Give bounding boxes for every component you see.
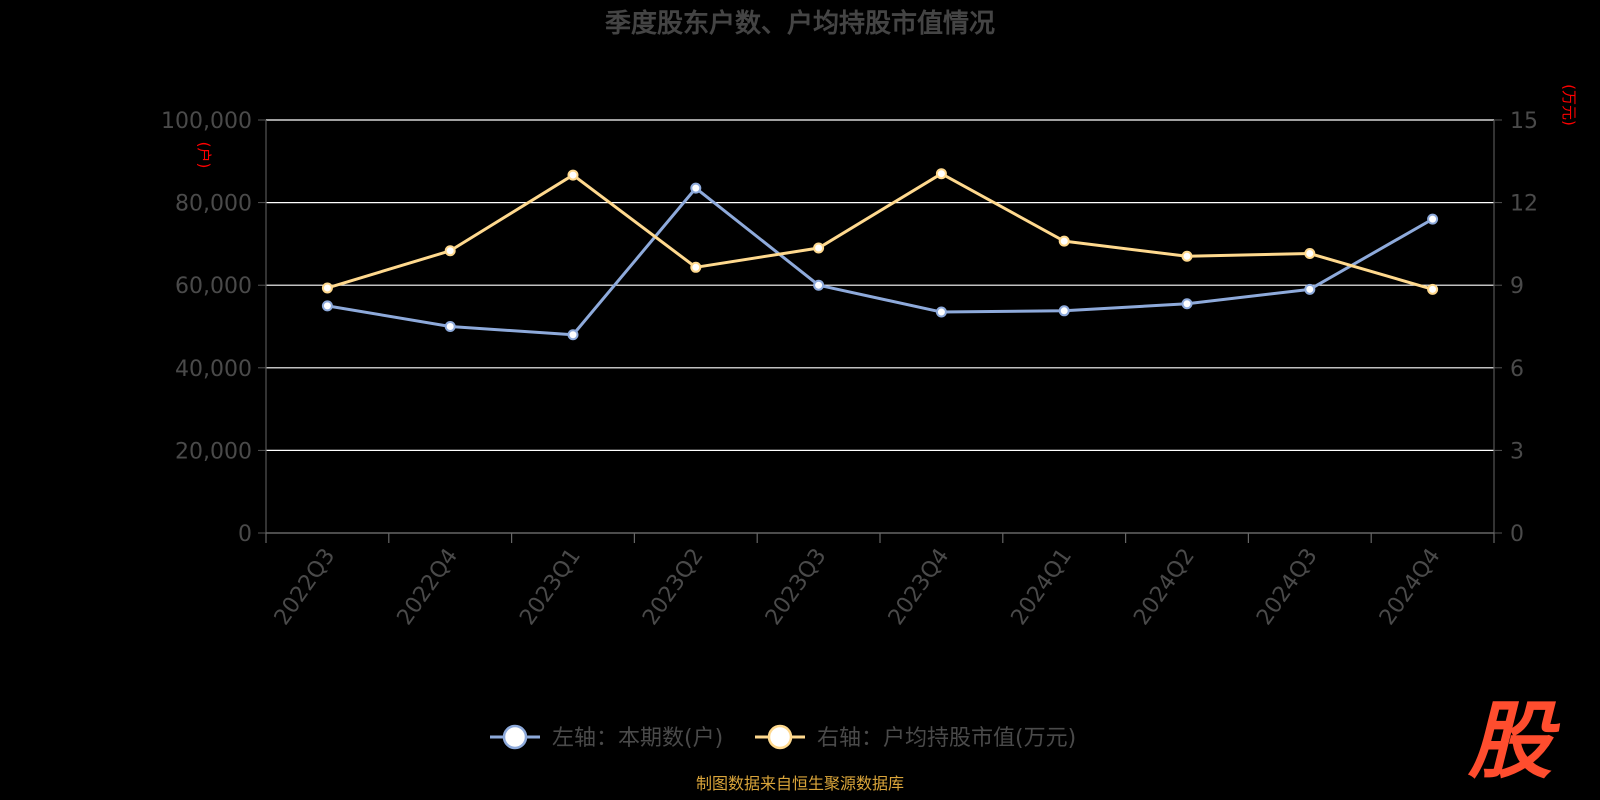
legend-marker bbox=[767, 724, 793, 750]
series-2 bbox=[321, 168, 1439, 295]
data-point[interactable] bbox=[1427, 283, 1439, 295]
series-1 bbox=[321, 182, 1439, 341]
series-line bbox=[326, 172, 1434, 291]
source-note: 制图数据来自恒生聚源数据库 bbox=[696, 774, 904, 793]
x-tick-label: 2024Q4 bbox=[1375, 544, 1446, 630]
data-point[interactable] bbox=[567, 169, 579, 181]
data-point[interactable] bbox=[813, 279, 825, 291]
data-point[interactable] bbox=[321, 300, 333, 312]
legend[interactable]: 左轴：本期数(户) 右轴：户均持股市值(万元) bbox=[490, 724, 1076, 751]
right-tick-label: 9 bbox=[1510, 274, 1524, 299]
series-line bbox=[327, 186, 1434, 337]
data-point[interactable] bbox=[1304, 248, 1316, 260]
series-lines bbox=[321, 168, 1439, 341]
left-tick-label: 60,000 bbox=[175, 274, 252, 299]
x-tick-label: 2023Q4 bbox=[884, 544, 955, 630]
x-tick-label: 2023Q2 bbox=[638, 544, 709, 630]
x-tick-label: 2024Q1 bbox=[1007, 544, 1078, 630]
legend-item[interactable]: 左轴：本期数(户) bbox=[490, 724, 723, 751]
data-point[interactable] bbox=[935, 306, 947, 318]
data-point[interactable] bbox=[444, 321, 456, 332]
left-tick-label: 0 bbox=[238, 522, 252, 547]
data-point[interactable] bbox=[690, 182, 702, 194]
legend-item[interactable]: 右轴：户均持股市值(万元) bbox=[755, 724, 1076, 751]
data-point[interactable] bbox=[1058, 235, 1070, 247]
data-point[interactable] bbox=[444, 245, 456, 257]
logo-mark: 股 bbox=[1467, 692, 1561, 790]
data-point[interactable] bbox=[567, 329, 579, 341]
left-tick-label: 20,000 bbox=[175, 439, 252, 464]
grid-lines bbox=[266, 119, 1494, 451]
legend-marker bbox=[502, 724, 528, 750]
chart-title: 季度股东户数、户均持股市值情况 bbox=[605, 8, 995, 39]
left-tick-label: 40,000 bbox=[175, 357, 252, 382]
data-point[interactable] bbox=[1427, 213, 1439, 225]
right-axis-ticks: 0 3 6 9 12 15 bbox=[1494, 109, 1538, 547]
left-axis-ticks: 0 20,000 40,000 60,000 80,000 100,000 bbox=[161, 109, 266, 547]
data-point[interactable] bbox=[935, 168, 947, 180]
data-point[interactable] bbox=[1304, 283, 1316, 295]
right-tick-label: 0 bbox=[1510, 522, 1524, 547]
left-tick-label: 80,000 bbox=[175, 192, 252, 217]
right-axis-unit: (万元) bbox=[1560, 84, 1578, 126]
data-point[interactable] bbox=[321, 282, 333, 294]
x-tick-label: 2022Q3 bbox=[270, 544, 341, 630]
x-tick-label: 2024Q3 bbox=[1252, 544, 1323, 630]
x-tick-label: 2024Q2 bbox=[1129, 544, 1200, 630]
right-tick-label: 12 bbox=[1510, 192, 1538, 217]
legend-label: 左轴：本期数(户) bbox=[552, 726, 723, 751]
right-tick-label: 6 bbox=[1510, 357, 1524, 382]
right-tick-label: 3 bbox=[1510, 439, 1524, 464]
data-point[interactable] bbox=[813, 242, 825, 254]
data-point[interactable] bbox=[1058, 305, 1070, 317]
data-point[interactable] bbox=[1181, 298, 1193, 310]
data-point[interactable] bbox=[1181, 250, 1193, 262]
x-tick-label: 2022Q4 bbox=[393, 544, 464, 630]
left-tick-label: 100,000 bbox=[161, 109, 252, 134]
x-axis-ticks: 2022Q3 2022Q4 2023Q1 2023Q2 2023Q3 2023Q4 2024… bbox=[265, 533, 1495, 630]
left-axis-unit: (户) bbox=[195, 142, 213, 169]
right-tick-label: 15 bbox=[1510, 109, 1538, 134]
data-point[interactable] bbox=[690, 261, 702, 273]
x-tick-label: 2023Q1 bbox=[515, 544, 586, 630]
legend-label: 右轴：户均持股市值(万元) bbox=[817, 726, 1076, 751]
x-tick-label: 2023Q3 bbox=[761, 544, 832, 630]
